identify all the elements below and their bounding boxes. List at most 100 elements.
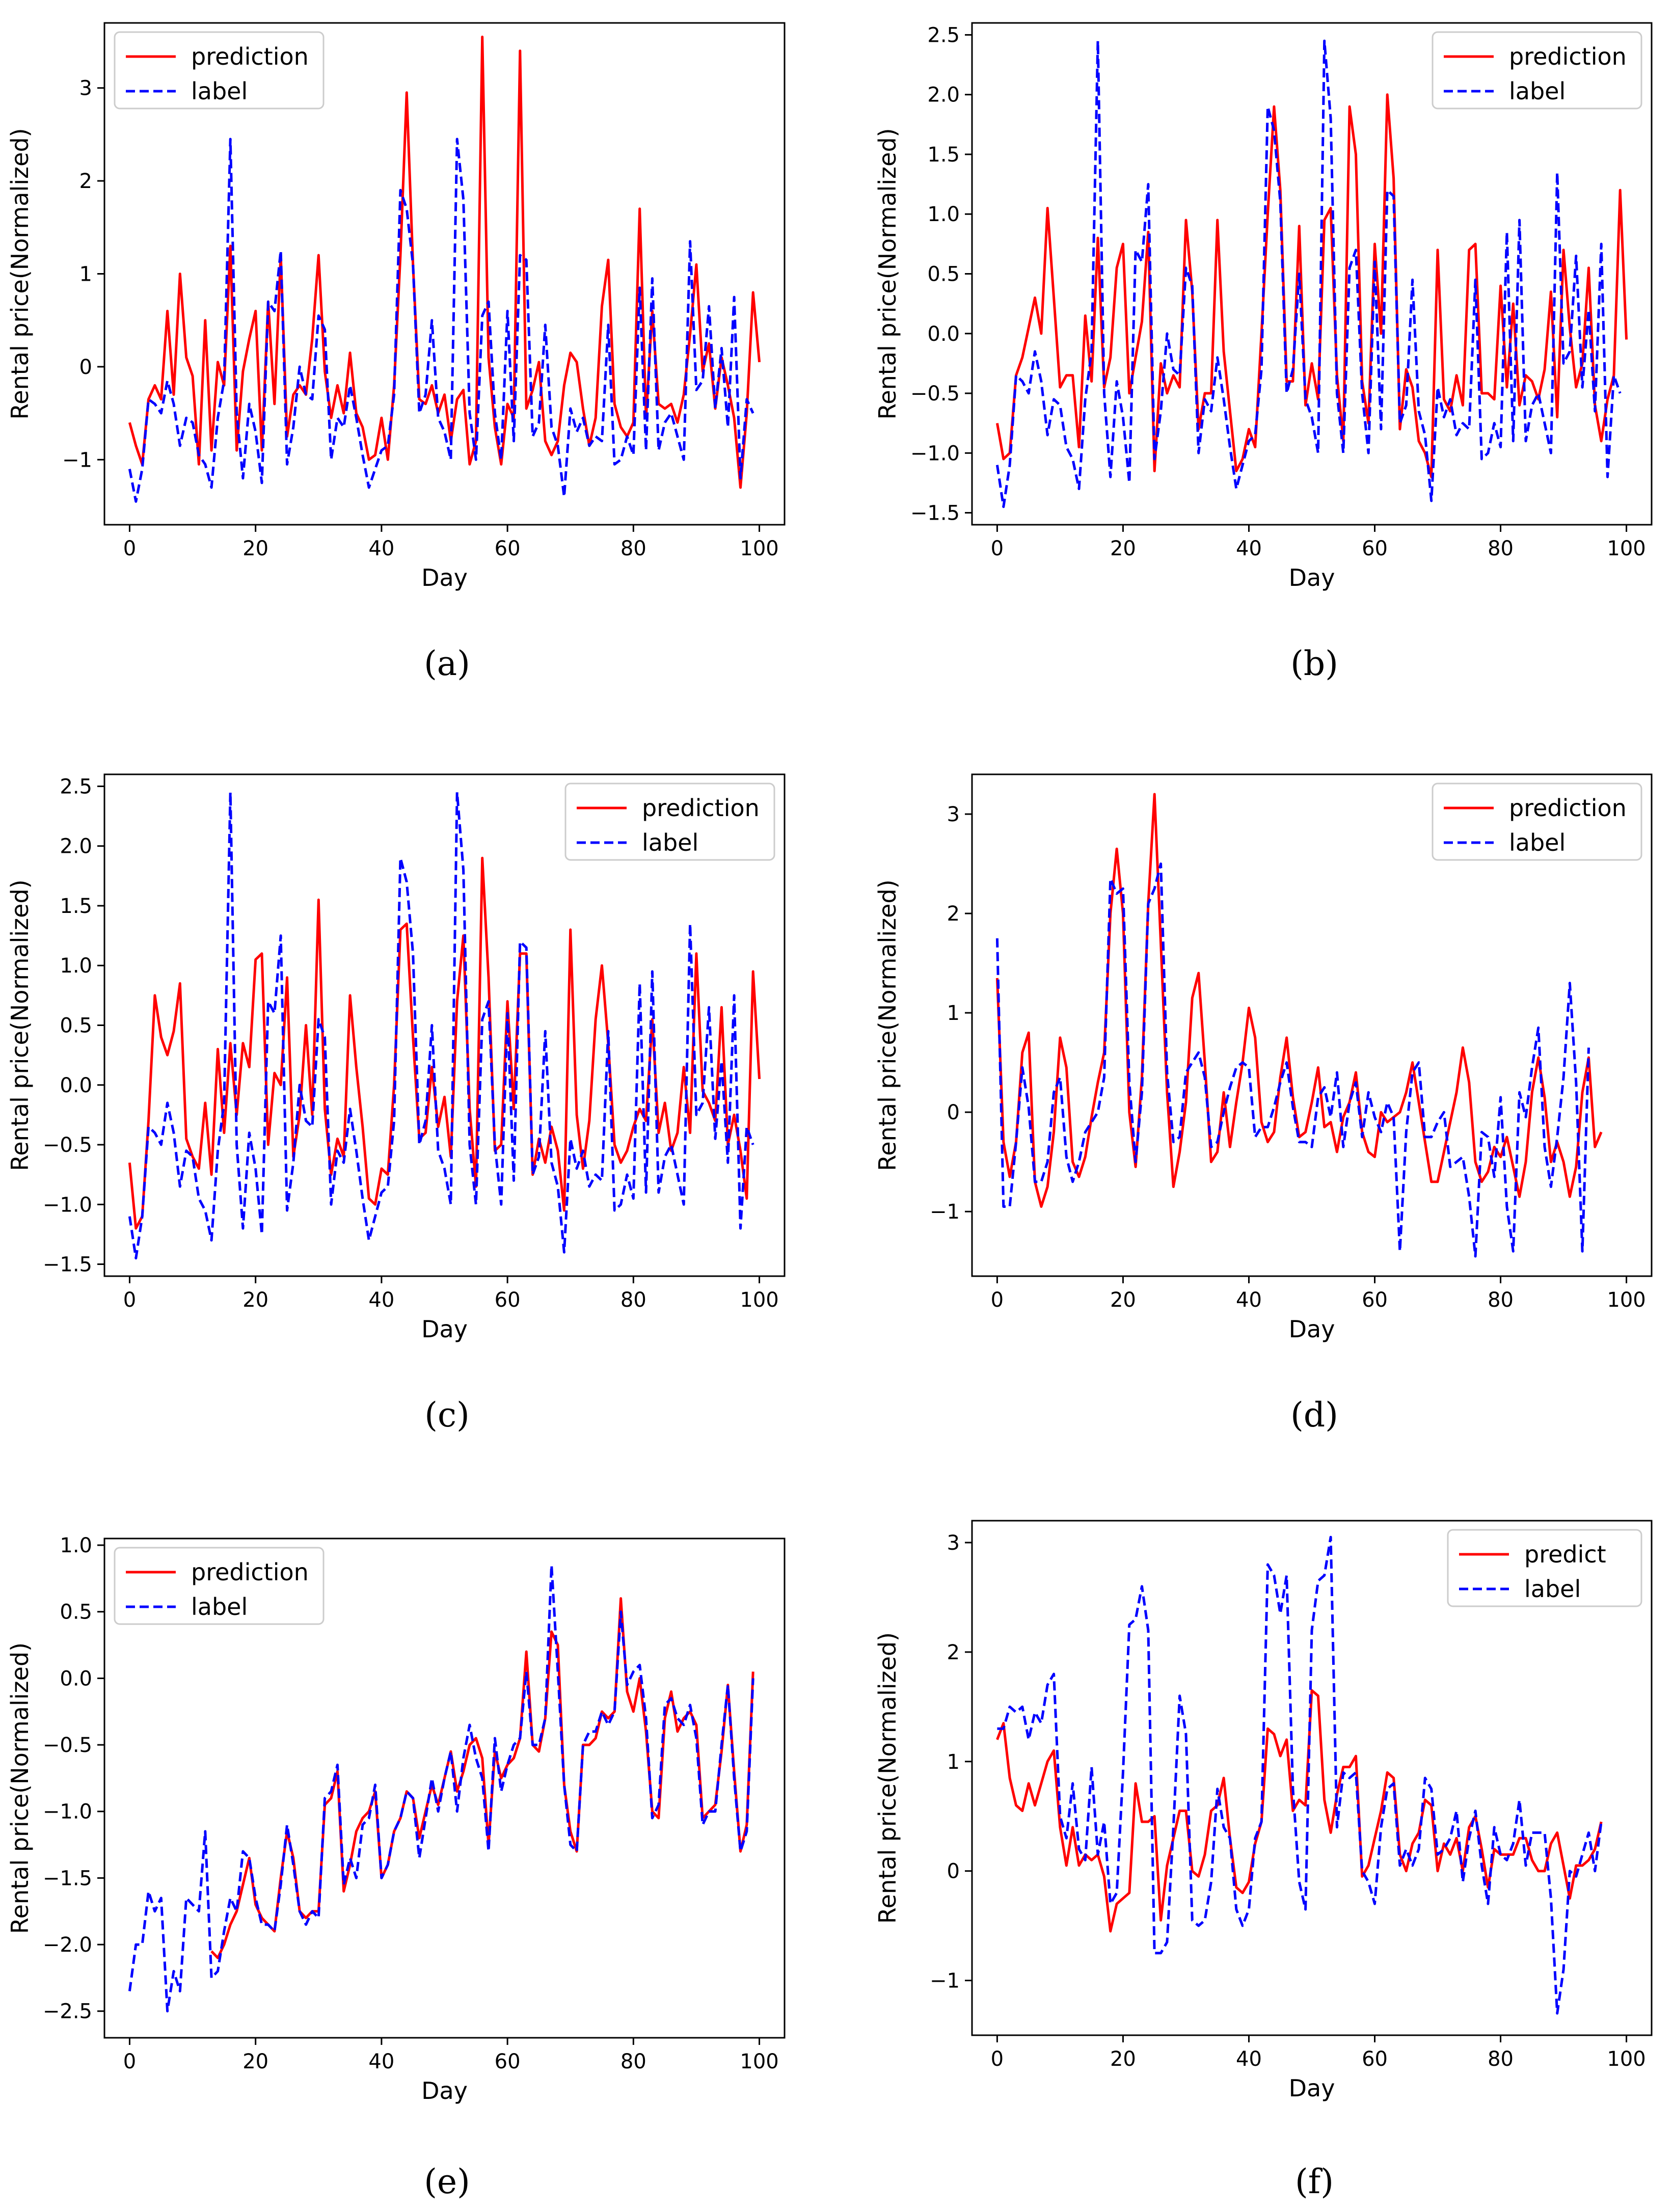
panel-caption: (d) [1290,1395,1338,1435]
y-tick-label: −1.5 [43,1253,92,1277]
legend-label: prediction [191,43,309,70]
y-tick-label: 0.5 [927,263,960,286]
y-tick-label: −1.0 [43,1800,92,1824]
series-group [995,39,1628,508]
plot-frame [971,1520,1653,2036]
chart-panel-1: 0 20 40 60 80 100 −1.5 −1.0 −0.5 0.0 0.5 1.0 1.5 2.0 2… [874,22,1653,683]
y-tick-label: 1.0 [60,954,92,978]
legend-label: label [1509,829,1566,856]
series-line-predict [996,1689,1603,1933]
x-tick-label: 40 [1236,1288,1262,1312]
x-tick-label: 20 [242,2050,268,2073]
y-tick-label: 2 [947,902,960,926]
y-tick-label: −0.5 [910,382,960,406]
x-tick-label: 20 [1110,2047,1136,2071]
x-tick-label: 80 [620,537,646,560]
x-tick-label: 20 [1110,537,1136,560]
y-tick-label: 1 [947,1002,960,1025]
x-tick-label: 0 [991,2047,1004,2071]
y-tick-label: 1.0 [927,203,960,226]
legend-label: label [1509,77,1566,105]
x-axis-label: Day [1289,2074,1335,2102]
series-line-prediction [995,793,1603,1208]
panel-caption: (c) [424,1395,469,1435]
x-tick-label: 20 [1110,1288,1136,1312]
legend-label: prediction [642,794,760,822]
legend-label: predict [1524,1541,1606,1568]
x-tick-label: 0 [991,537,1004,560]
series-line-label [995,39,1622,508]
legend: prediction label [114,1547,325,1625]
y-tick-label: 0 [79,356,92,379]
x-tick-label: 60 [495,1288,521,1312]
y-tick-label: −1.5 [43,1867,92,1890]
chart-panel-2: 0 20 40 60 80 100 −1.5 −1.0 −0.5 0.0 0.5 1.0 1.5 2.0 2… [6,773,786,1435]
y-tick-label: 0 [947,1860,960,1883]
y-tick-label: −1 [930,1970,960,1993]
y-tick-label: −0.5 [43,1134,92,1157]
y-tick-label: −1 [930,1200,960,1224]
y-tick-label: 2.5 [60,775,92,798]
y-axis-label: Rental price(Normalized) [6,879,34,1171]
x-tick-label: 60 [1362,1288,1388,1312]
y-tick-label: 2 [947,1641,960,1664]
legend-label: label [191,1593,248,1621]
legend-label: prediction [191,1558,309,1586]
y-tick-label: 0.0 [927,322,960,346]
legend: prediction label [564,783,775,861]
x-tick-label: 100 [740,2050,778,2073]
y-tick-label: 1.0 [60,1534,92,1557]
legend-label: label [642,829,698,856]
x-tick-label: 60 [495,537,521,560]
x-tick-label: 60 [495,2050,521,2073]
legend-box [1432,783,1642,861]
series-line-label [995,862,1590,1258]
y-tick-label: 0.0 [60,1074,92,1097]
series-line-label [128,791,754,1260]
x-tick-label: 0 [123,1288,136,1312]
legend-label: label [1524,1575,1581,1603]
y-tick-label: −1 [62,448,92,472]
x-axis-label: Day [1289,564,1335,591]
panel-caption: (f) [1295,2162,1334,2201]
legend-box [114,31,325,110]
y-tick-label: −0.5 [43,1734,92,1757]
y-tick-label: 2 [79,170,92,193]
y-axis-label: Rental price(Normalized) [6,1642,34,1934]
y-tick-label: −1.0 [910,442,960,465]
y-tick-label: −1.0 [43,1193,92,1217]
legend: prediction label [1432,31,1642,110]
x-tick-label: 60 [1362,2047,1388,2071]
x-tick-label: 20 [242,537,268,560]
y-tick-label: 0.0 [60,1667,92,1690]
series-line-label [997,1535,1603,2015]
y-axis-label: Rental price(Normalized) [874,1632,901,1924]
y-axis-label: Rental price(Normalized) [6,128,34,419]
y-tick-label: 1.5 [927,143,960,167]
x-tick-label: 40 [368,1288,394,1312]
x-axis-label: Day [421,1315,468,1343]
x-tick-label: 80 [1488,537,1514,560]
x-tick-label: 80 [1488,1288,1514,1312]
x-tick-label: 100 [740,537,778,560]
series-group [995,793,1603,1258]
x-tick-label: 100 [1607,2047,1645,2071]
series-group [128,791,761,1260]
plot-frame [971,773,1653,1277]
chart-panel-0: 0 20 40 60 80 100 −1 0 1 2 3 Day Rental price(Normal… [6,22,786,683]
y-tick-label: 1.5 [60,895,92,918]
y-tick-label: 2.5 [927,23,960,47]
x-tick-label: 0 [123,2050,136,2073]
x-axis-label: Day [421,564,468,591]
x-tick-label: 40 [368,2050,394,2073]
legend-box [1447,1529,1642,1607]
x-axis-label: Day [421,2077,468,2105]
chart-panel-4: 0 20 40 60 80 100 −2.5 −2.0 −1.5 −1.0 −0.5 0.0 0.5 1.… [6,1534,786,2201]
x-tick-label: 100 [1607,1288,1645,1312]
legend: prediction label [114,31,325,110]
x-tick-label: 40 [1236,537,1262,560]
y-tick-label: 0.5 [60,1601,92,1624]
x-tick-label: 100 [740,1288,778,1312]
y-tick-label: 1 [79,263,92,286]
